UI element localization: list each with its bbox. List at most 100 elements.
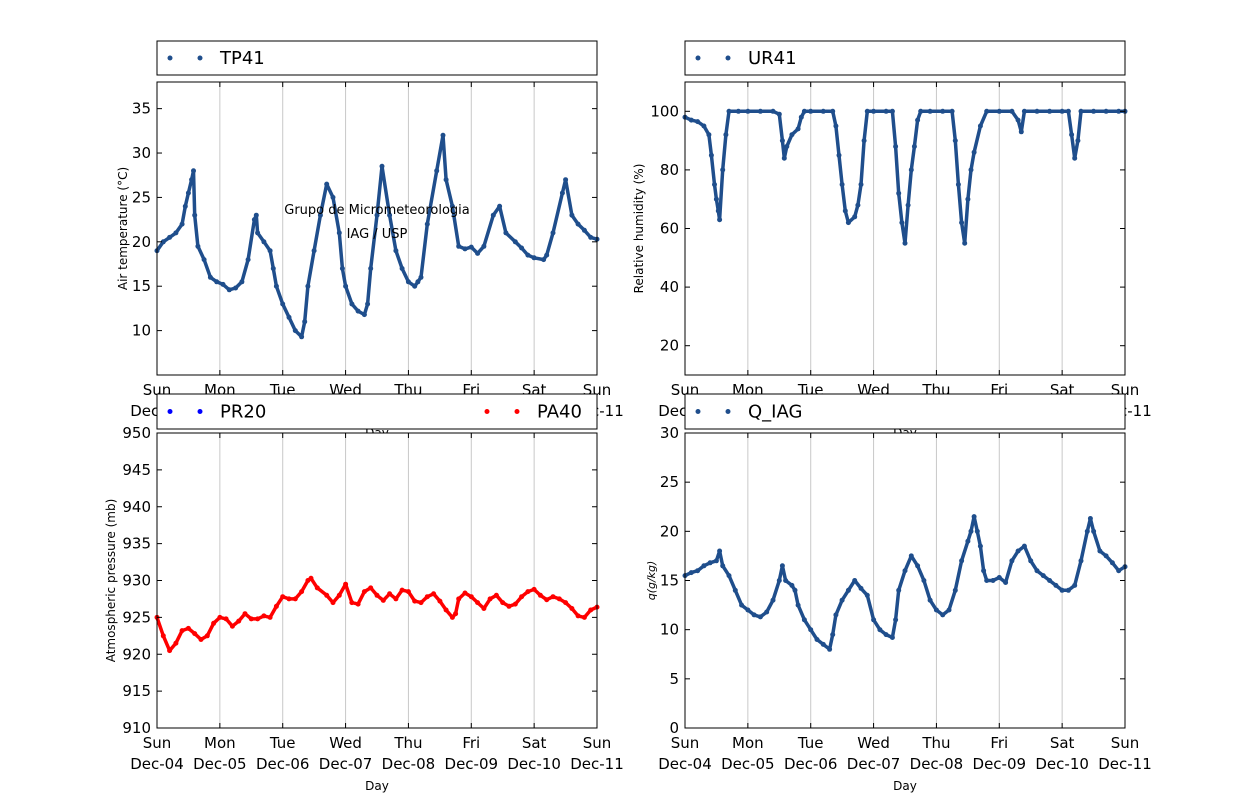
series-PA40 <box>154 575 600 654</box>
x-tick-label-day: Fri <box>462 734 480 752</box>
series-trace <box>155 576 598 653</box>
x-axis-label: Day <box>365 779 389 793</box>
y-tick-label: 20 <box>660 337 679 355</box>
x-tick-label-date: Dec-10 <box>1035 755 1089 773</box>
axes-frame <box>156 81 598 376</box>
y-axis-label: Atmospheric pressure (mb) <box>104 499 118 663</box>
y-tick-label: 20 <box>132 233 151 251</box>
y-tick-label: 950 <box>122 424 151 442</box>
legend: TP41 <box>156 40 598 76</box>
x-tick-label-day: Thu <box>921 734 950 752</box>
y-tick-label: 930 <box>122 572 151 590</box>
x-tick-label-day: Sun <box>671 734 700 752</box>
chart-panel-3: 910 915 920 925 930 935 940 945 950 Sun Dec-04 Mon D… <box>104 393 624 793</box>
y-tick-label: 940 <box>122 498 151 516</box>
y-tick-label: 30 <box>660 424 679 442</box>
x-tick-label-day: Wed <box>857 734 890 752</box>
y-tick-label: 0 <box>669 719 679 737</box>
x-tick-label-date: Dec-09 <box>973 755 1027 773</box>
plot-area <box>157 433 597 728</box>
x-tick-label-date: Dec-07 <box>319 755 373 773</box>
legend-label: Q_IAG <box>748 402 802 423</box>
x-tick-label-date: Dec-09 <box>445 755 499 773</box>
legend-marker <box>197 409 203 414</box>
y-tick-label: 40 <box>660 278 679 296</box>
x-tick-label-date: Dec-11 <box>1098 755 1152 773</box>
legend-marker <box>725 55 731 61</box>
legend-marker <box>197 55 203 61</box>
x-axis-label: Day <box>893 779 917 793</box>
legend-label: PA40 <box>537 402 582 423</box>
series-TP41 <box>154 132 600 340</box>
x-tick-label-date: Dec-11 <box>570 755 624 773</box>
y-tick-label: 10 <box>660 621 679 639</box>
x-tick-label-day: Sun <box>143 734 172 752</box>
x-tick-label-day: Fri <box>990 734 1008 752</box>
x-tick-label-day: Wed <box>329 734 362 752</box>
x-tick-label-day: Sun <box>1111 734 1140 752</box>
y-tick-label: 945 <box>122 461 151 479</box>
y-tick-label: 15 <box>132 277 151 295</box>
y-tick-label: 915 <box>122 682 151 700</box>
y-tick-label: 5 <box>669 670 679 688</box>
legend-marker <box>514 409 520 414</box>
y-axis-label: Air temperature (°C) <box>116 167 130 290</box>
legend-marker <box>484 409 490 414</box>
y-tick-label: 910 <box>122 719 151 737</box>
legend-marker <box>695 55 701 61</box>
y-tick-label: 35 <box>132 100 151 118</box>
legend-marker <box>725 409 731 414</box>
x-tick-label-day: Sat <box>522 734 547 752</box>
x-tick-label-date: Dec-07 <box>847 755 901 773</box>
legend-box <box>684 40 1126 76</box>
y-tick-label: 935 <box>122 535 151 553</box>
legend-box <box>684 393 1126 430</box>
x-tick-label-day: Thu <box>393 734 422 752</box>
x-tick-label-day: Mon <box>204 734 236 752</box>
legend-marker <box>167 409 173 414</box>
y-axis-label: q(g/kg) <box>645 561 658 601</box>
x-tick-label-date: Dec-04 <box>658 755 712 773</box>
legend: UR41 <box>684 40 1126 76</box>
y-tick-label: 30 <box>132 144 151 162</box>
legend: PR20 PA40 <box>156 393 598 430</box>
y-tick-label: 25 <box>660 473 679 491</box>
legend-label: UR41 <box>748 48 797 69</box>
legend: Q_IAG <box>684 393 1126 430</box>
y-tick-label: 60 <box>660 220 679 238</box>
series-trace <box>684 514 1126 652</box>
series-trace <box>684 109 1125 245</box>
y-tick-label: 15 <box>660 572 679 590</box>
y-tick-label: 100 <box>650 102 679 120</box>
y-tick-label: 80 <box>660 161 679 179</box>
legend-label: TP41 <box>219 48 265 69</box>
x-tick-label-date: Dec-08 <box>382 755 436 773</box>
y-tick-label: 20 <box>660 522 679 540</box>
x-tick-label-day: Tue <box>797 734 824 752</box>
series-trace <box>155 133 598 339</box>
x-tick-label-date: Dec-06 <box>256 755 310 773</box>
chart-panel-2: 20406080100SunDec-04MonDec-05TueDec-06We… <box>632 40 1152 440</box>
watermark: Grupo de Micrometeorologia IAG / USP <box>284 203 470 242</box>
watermark-line-2: IAG / USP <box>347 227 408 242</box>
legend-box <box>156 40 598 76</box>
legend-box <box>156 393 598 430</box>
chart-panel-4: 0 5 10 15 20 25 30 Sun Dec-04 Mon Dec-05 Tue Dec-06 W… <box>645 393 1152 793</box>
x-tick-label-day: Sun <box>583 734 612 752</box>
x-tick-label-date: Dec-10 <box>507 755 561 773</box>
legend-marker <box>167 55 173 61</box>
x-tick-label-date: Dec-05 <box>193 755 247 773</box>
y-tick-label: 925 <box>122 608 151 626</box>
series-UR41 <box>682 108 1128 246</box>
x-tick-label-date: Dec-04 <box>130 755 184 773</box>
x-tick-label-date: Dec-05 <box>721 755 775 773</box>
series-Q_IAG <box>682 514 1128 652</box>
plot-area <box>685 433 1125 728</box>
x-tick-label-date: Dec-08 <box>910 755 964 773</box>
x-tick-label-day: Tue <box>269 734 296 752</box>
y-axis-label: Relative humidity (%) <box>632 164 646 294</box>
x-tick-label-date: Dec-06 <box>784 755 838 773</box>
legend-label: PR20 <box>220 402 266 423</box>
watermark-line-1: Grupo de Micrometeorologia <box>284 203 470 218</box>
